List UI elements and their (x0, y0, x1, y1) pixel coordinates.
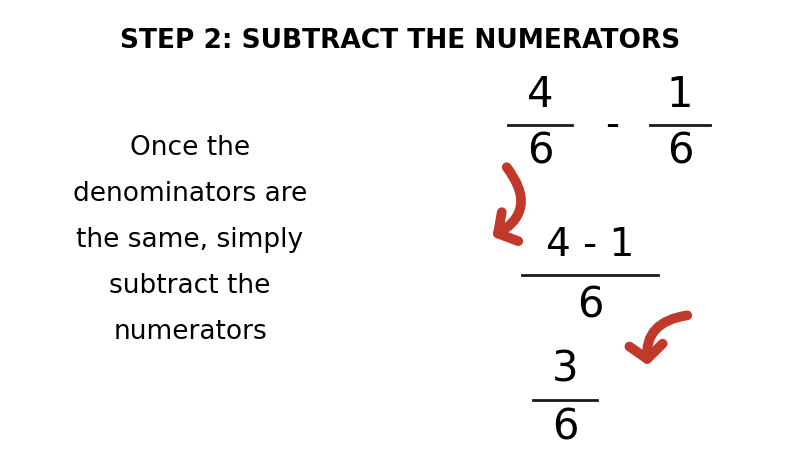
Text: 1: 1 (666, 74, 694, 116)
Text: 6: 6 (577, 284, 603, 326)
Text: 3: 3 (552, 349, 578, 391)
Text: 6: 6 (666, 131, 694, 173)
Text: 4: 4 (526, 74, 554, 116)
Text: 6: 6 (552, 407, 578, 449)
Text: STEP 2: SUBTRACT THE NUMERATORS: STEP 2: SUBTRACT THE NUMERATORS (120, 28, 680, 54)
Text: 4 - 1: 4 - 1 (546, 226, 634, 264)
Text: 6: 6 (526, 131, 554, 173)
Text: -: - (605, 106, 619, 144)
FancyArrowPatch shape (498, 167, 521, 241)
Text: Once the
denominators are
the same, simply
subtract the
numerators: Once the denominators are the same, simp… (73, 135, 307, 345)
FancyArrowPatch shape (630, 316, 687, 359)
